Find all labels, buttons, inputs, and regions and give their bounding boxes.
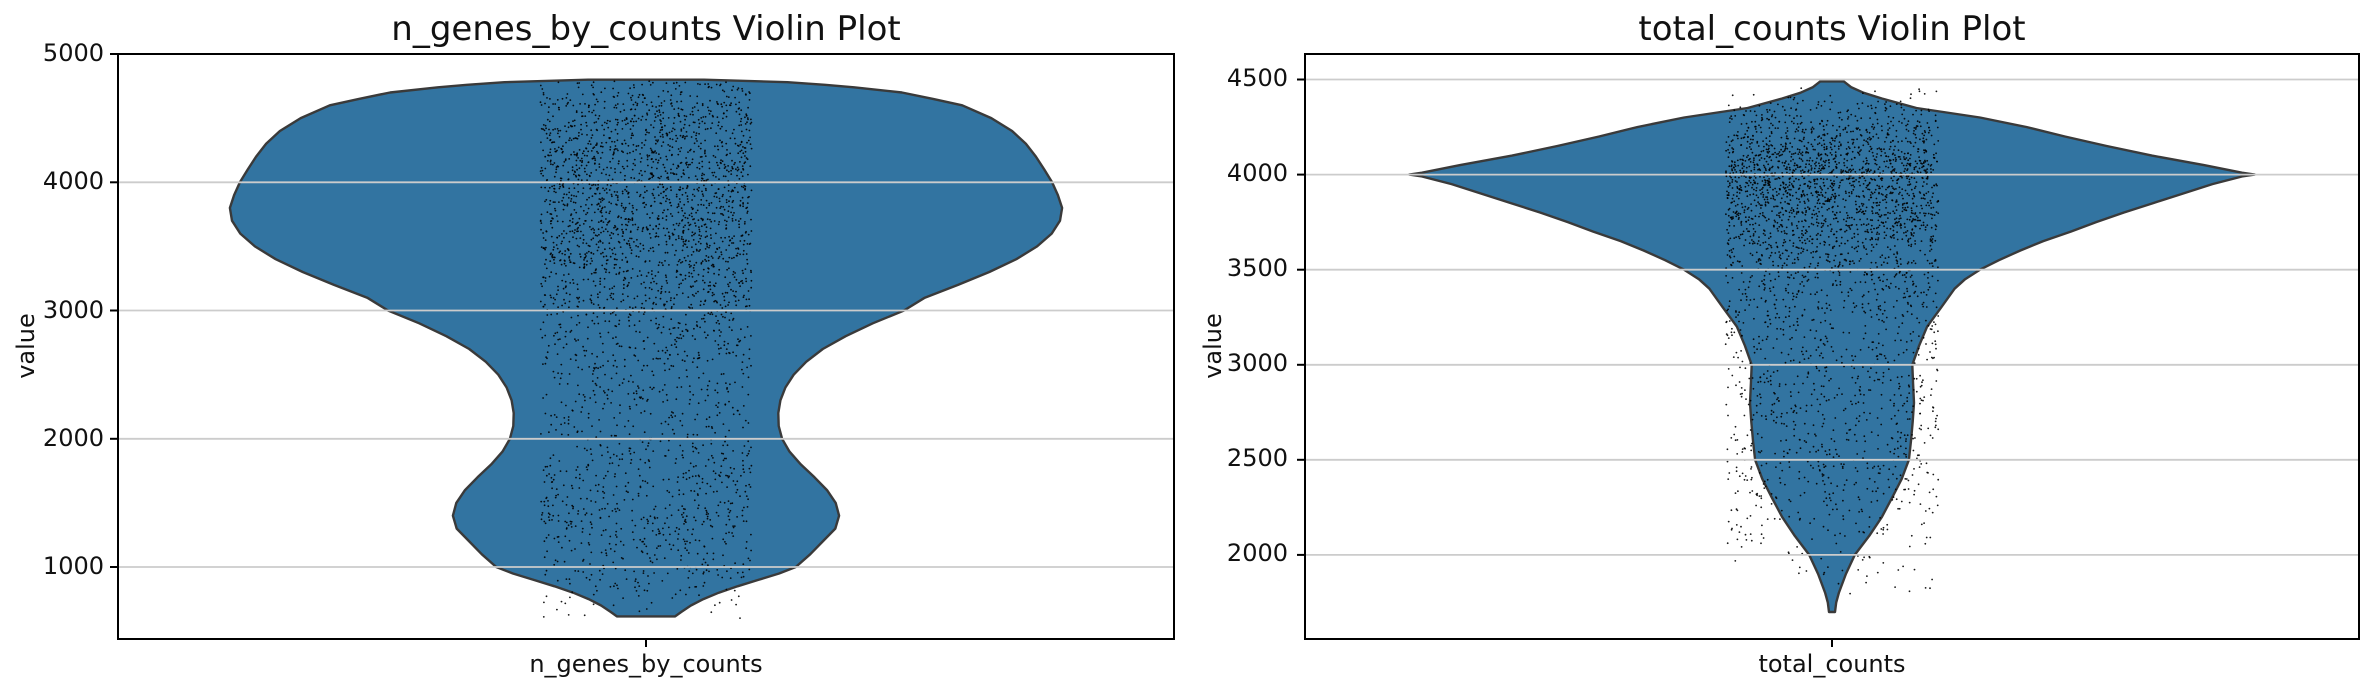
violin-plot-0 (110, 53, 1175, 647)
y-axis-label-right: value (1199, 313, 1227, 379)
y-tick-label: 3500 (1226, 254, 1288, 282)
violin-shape (228, 78, 1064, 618)
y-tick-label: 3000 (42, 296, 104, 324)
y-tick-label: 5000 (42, 39, 104, 67)
y-tick-label: 1000 (42, 552, 104, 580)
y-tick-label: 2500 (1226, 444, 1288, 472)
violin-plot-1 (1297, 53, 2360, 647)
tick-marks (1297, 78, 1833, 647)
y-tick-label: 4500 (1226, 64, 1288, 92)
tick-marks (110, 53, 647, 647)
x-axis-label-left: n_genes_by_counts (529, 650, 763, 678)
plot-title-left: n_genes_by_counts Violin Plot (391, 9, 901, 49)
jitter-points (1724, 87, 1940, 595)
y-axis-label-left: value (12, 313, 40, 379)
y-tick-label: 3000 (1226, 349, 1288, 377)
gridlines (1305, 78, 2359, 556)
y-tick-label: 4000 (1226, 159, 1288, 187)
y-tick-label: 4000 (42, 167, 104, 195)
x-axis-label-right: total_counts (1758, 650, 1906, 678)
y-tick-label: 2000 (42, 424, 104, 452)
plot-title-right: total_counts Violin Plot (1638, 9, 2026, 49)
y-tick-label: 2000 (1226, 539, 1288, 567)
